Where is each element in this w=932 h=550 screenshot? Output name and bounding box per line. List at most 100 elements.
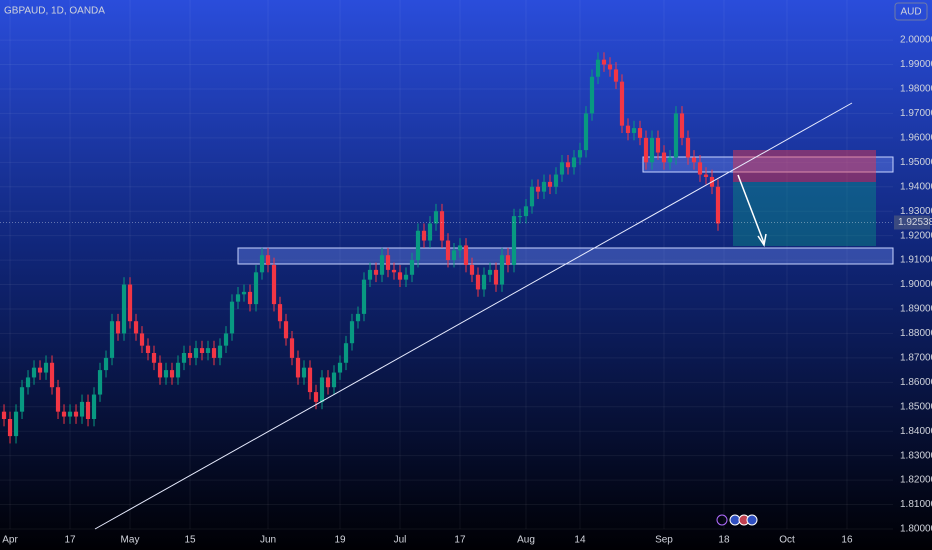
candle-body [37,367,43,373]
candle-body [685,137,691,158]
candle-body [643,137,649,163]
y-tick-label: 1.96000 [900,133,932,144]
candle-body [697,162,703,175]
candle-body [661,152,667,163]
y-tick-label: 1.95000 [900,157,932,168]
candle-body [517,216,523,218]
x-tick-label: 19 [334,535,346,546]
candle-body [307,367,313,393]
candle-body [535,186,541,192]
candle-body [229,301,235,334]
target-zone[interactable] [733,182,876,246]
candle-body [361,279,367,314]
candle-body [499,255,505,285]
candle-body [85,401,91,419]
candle-body [601,59,607,65]
candle-body [475,274,481,290]
candle-body [511,216,517,265]
candle-body [691,157,697,163]
candle-body [259,255,265,273]
candle-body [529,186,535,207]
y-tick-label: 1.82000 [900,475,932,486]
candle-body [325,377,331,388]
y-tick-label: 1.88000 [900,328,932,339]
candle-body [427,223,433,241]
candle-body [193,348,199,358]
candle-body [493,269,499,285]
last-price-label: 1.92538 [898,217,932,228]
candle-body [547,181,553,187]
x-tick-label: 17 [454,535,466,546]
y-tick-label: 1.89000 [900,304,932,315]
candle-body [31,367,37,378]
candle-body [541,181,547,192]
y-tick-label: 1.80000 [900,524,932,535]
candle-body [703,174,709,177]
x-tick-label: 15 [184,535,196,546]
y-tick-label: 1.87000 [900,353,932,364]
candle-body [421,230,427,241]
candle-body [463,245,469,265]
y-tick-label: 1.93000 [900,206,932,217]
candle-body [247,291,253,305]
x-tick-label: 14 [574,535,586,546]
candle-body [115,321,121,334]
candle-body [565,162,571,168]
x-tick-label: Sep [655,535,673,546]
candle-body [199,348,205,353]
candle-body [403,274,409,280]
stop-zone[interactable] [733,150,876,182]
candle-body [211,348,217,358]
chart-title: GBPAUD, 1D, OANDA [4,6,105,17]
y-tick-label: 1.83000 [900,450,932,461]
currency-box[interactable] [894,2,928,21]
candle-body [265,255,271,265]
candle-body [397,272,403,280]
candle-body [13,411,19,437]
candle-body [433,211,439,224]
x-tick-label: Oct [779,535,795,546]
candle-body [217,345,223,358]
candle-body [505,255,511,265]
candle-body [625,125,631,133]
candle-body [181,352,187,363]
candle-body [283,321,289,339]
icon[interactable] [746,514,758,526]
candle-body [241,291,247,295]
candle-body [715,186,721,224]
event-icons [716,514,758,526]
candle-body [43,362,49,373]
candle-body [103,357,109,371]
candle-body [637,128,643,138]
candle-body [445,240,451,261]
y-tick-label: 1.97000 [900,108,932,119]
candle-body [163,370,169,378]
x-tick-label: 16 [841,535,853,546]
candle-body [73,411,79,417]
candle-body [577,150,583,158]
candle-body [487,269,493,275]
icon[interactable] [716,514,728,526]
candle-body [451,250,457,261]
candle-body [175,362,181,378]
candle-body [457,245,463,251]
y-tick-label: 1.92000 [900,230,932,241]
y-tick-label: 1.91000 [900,255,932,266]
support-zone[interactable] [237,247,894,265]
candle-body [595,59,601,77]
y-tick-label: 1.99000 [900,59,932,70]
trend-line[interactable] [94,102,853,530]
candle-body [145,345,151,353]
candle-body [19,387,25,412]
candle-body [655,137,661,153]
candle-body [607,64,613,70]
arrow[interactable] [737,174,765,244]
y-tick-label: 1.98000 [900,84,932,95]
grid [0,0,893,530]
candle-body [379,255,385,275]
candle-body [151,352,157,363]
candle-body [613,69,619,82]
candle-body [523,206,529,217]
candle-body [589,76,595,114]
